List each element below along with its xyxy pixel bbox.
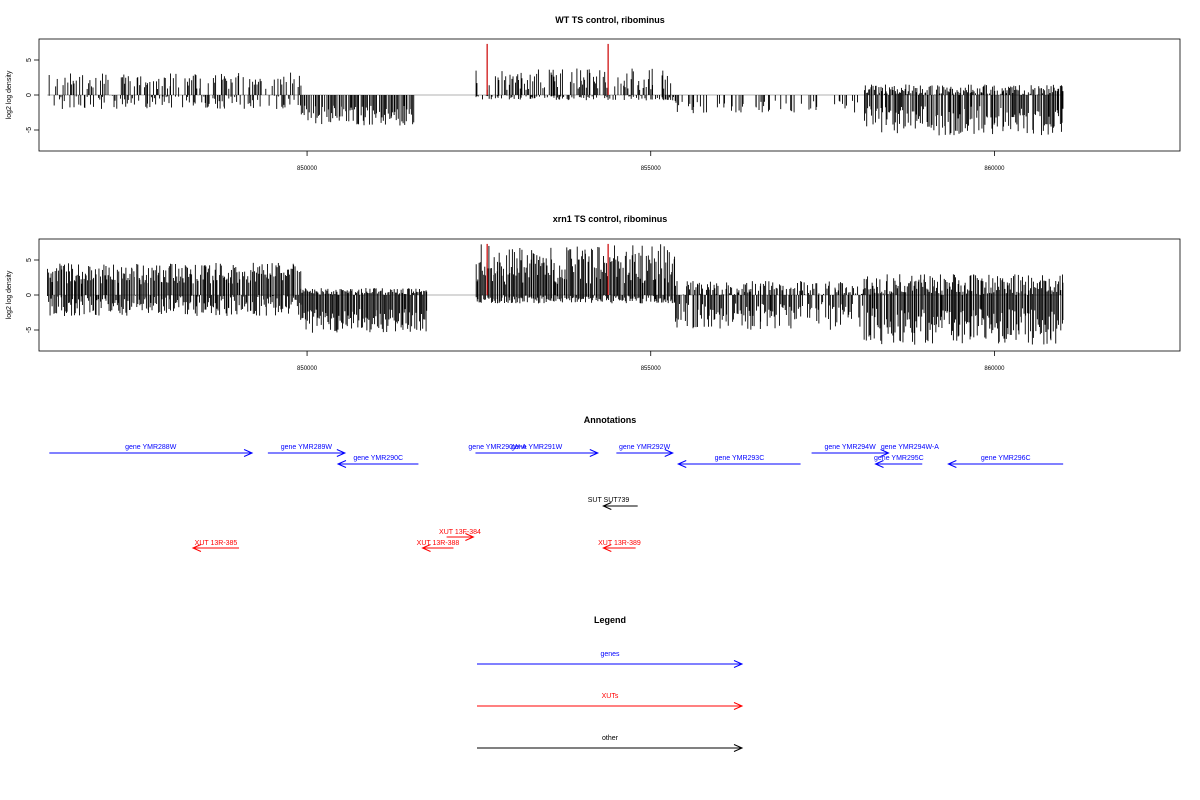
xut-arrow: [191, 544, 240, 552]
gene-label: gene YMR288W: [125, 444, 177, 451]
arrow-head: [602, 502, 612, 510]
gene-label: gene YMR291W: [511, 444, 563, 451]
legend-label: genes: [600, 651, 620, 658]
xut-arrow: [421, 544, 454, 552]
arrow-head: [191, 544, 202, 552]
gene-label: gene YMR292W: [619, 444, 671, 451]
xut-arrow: [602, 544, 636, 552]
arrow-head: [947, 460, 957, 468]
arrow-head: [243, 449, 254, 457]
arrow-head: [589, 449, 600, 457]
xut-label: XUT 13R-389: [598, 540, 641, 547]
arrow-head: [733, 660, 744, 668]
gene-label: gene YMR296C: [981, 455, 1031, 462]
x-tick-label: 855000: [641, 366, 662, 372]
x-axis: 850000 855000 860000: [297, 351, 1005, 372]
annotations-title: Annotations: [584, 415, 637, 425]
xut-label: XUT 13F-384: [439, 529, 481, 536]
gene-annotations: gene YMR288W gene YMR289W gene YMR290C gene…: [49, 444, 1064, 468]
panel-xrn1: xrn1 TS control, ribominus log2 log dens…: [6, 214, 1181, 372]
y-axis-label: log2 log density: [6, 70, 13, 119]
gene-arrow: [49, 449, 254, 457]
x-tick-label: 850000: [297, 366, 318, 372]
gene-label: gene YMR289W: [281, 444, 333, 451]
legend-arrow: [477, 660, 744, 668]
gene-label: gene YMR293C: [715, 455, 765, 462]
x-tick-label: 860000: [984, 166, 1005, 172]
arrow-head: [676, 460, 687, 468]
panel-title: xrn1 TS control, ribominus: [553, 214, 668, 224]
gene-label: gene YMR295C: [874, 455, 924, 462]
arrow-head: [336, 449, 347, 457]
x-axis: 850000 855000 860000: [297, 151, 1005, 172]
y-tick-label: 0: [26, 93, 33, 97]
annotations-section: Annotations gene YMR288W gene YMR289Wgene…: [49, 415, 1064, 552]
legend-label: XUTs: [602, 693, 619, 700]
arrow-head: [733, 702, 744, 710]
legend-label: other: [602, 735, 619, 742]
gene-arrow: [947, 460, 1064, 468]
gene-arrow: [267, 449, 347, 457]
gene-label: gene YMR294W: [824, 444, 876, 451]
arrow-head: [664, 449, 674, 457]
other-annotations: SUT SUT739: [588, 497, 638, 510]
arrow-head: [733, 744, 744, 752]
arrow-head: [336, 460, 347, 468]
arrow-head: [465, 533, 475, 541]
gene-arrow: [475, 449, 600, 457]
gene-arrow: [336, 460, 419, 468]
gene-arrow: [676, 460, 801, 468]
other-arrow: [602, 502, 638, 510]
x-tick-label: 850000: [297, 166, 318, 172]
gene-arrow: [616, 449, 674, 457]
arrow-head: [421, 544, 431, 552]
arrow-head: [874, 460, 884, 468]
xut-annotations: XUT 13F-384 XUT 13R-385 XUT 13R-388 XUT 13R…: [191, 529, 641, 552]
x-tick-label: 855000: [641, 166, 662, 172]
y-tick-label: 5: [26, 58, 33, 62]
gene-arrow: [874, 460, 923, 468]
arrow-head: [602, 544, 612, 552]
y-tick-label: 0: [26, 293, 33, 297]
gene-arrow: [811, 449, 890, 457]
xut-arrow: [446, 533, 475, 541]
legend-arrow: [477, 744, 744, 752]
y-axis-label: log2 log density: [6, 270, 13, 319]
y-tick-label: -5: [26, 327, 33, 333]
legend-items: genes XUTs other: [477, 651, 744, 752]
y-axis: -5 0 5: [26, 58, 39, 133]
legend: Legend genes XUTs other: [477, 615, 744, 752]
other-label: SUT SUT739: [588, 497, 630, 504]
coverage-bars: [47, 68, 1064, 136]
xut-label: XUT 13R-388: [417, 540, 460, 547]
y-tick-label: 5: [26, 258, 33, 262]
legend-title: Legend: [594, 615, 626, 625]
coverage-bars: [47, 244, 1064, 345]
panel-wt: WT TS control, ribominus log2 log densit…: [6, 15, 1181, 172]
y-axis: -5 0 5: [26, 258, 39, 333]
legend-arrow: [477, 702, 744, 710]
y-tick-label: -5: [26, 127, 33, 133]
gene-label: gene YMR290C: [353, 455, 403, 462]
x-tick-label: 860000: [984, 366, 1005, 372]
arrow-head: [880, 449, 890, 457]
marker-lines: [486, 43, 609, 95]
gene-label: gene YMR294W-A: [881, 444, 939, 451]
xut-label: XUT 13R-385: [195, 540, 238, 547]
gene-label: gene YMR290W-A: [468, 444, 526, 451]
panel-title: WT TS control, ribominus: [555, 15, 665, 25]
marker-lines: [486, 243, 609, 295]
